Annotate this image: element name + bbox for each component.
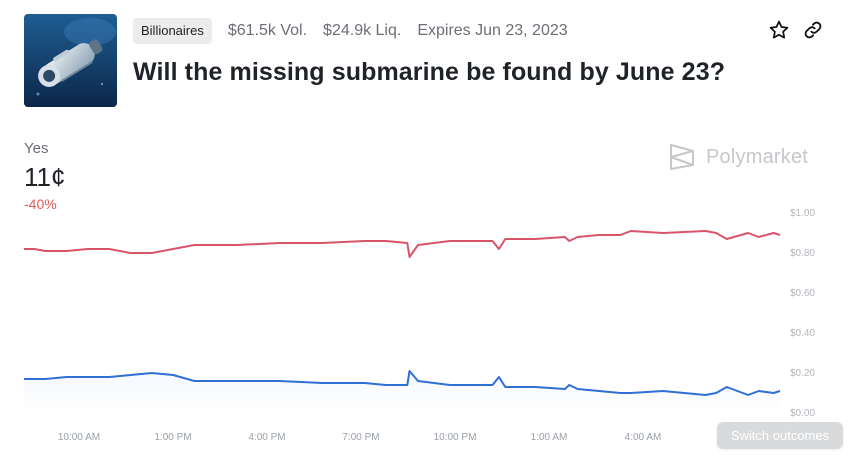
category-tag[interactable]: Billionaires bbox=[133, 18, 212, 44]
y-tick-label: $0.00 bbox=[790, 408, 815, 419]
series-line-bottom bbox=[24, 370, 781, 396]
y-tick-label: $0.20 bbox=[790, 368, 815, 379]
y-tick-label: $0.40 bbox=[790, 328, 815, 339]
brand-name: Polymarket bbox=[706, 145, 809, 168]
x-tick-label: 1:00 AM bbox=[531, 432, 568, 443]
x-tick-label: 4:00 PM bbox=[248, 432, 285, 443]
volume-stat: $61.5k Vol. bbox=[227, 22, 308, 39]
x-tick-label: 10:00 AM bbox=[58, 432, 100, 443]
polymarket-logo-icon bbox=[670, 144, 694, 170]
market-title: Will the missing submarine be found by J… bbox=[133, 58, 726, 86]
x-tick-label: 1:00 PM bbox=[154, 432, 191, 443]
y-tick-label: $0.60 bbox=[790, 288, 815, 299]
y-tick-label: $1.00 bbox=[790, 208, 815, 219]
market-thumbnail bbox=[24, 14, 117, 107]
x-axis: 10:00 AM 1:00 PM 4:00 PM 7:00 PM 10:00 PM 1:0… bbox=[58, 432, 755, 443]
switch-outcomes-button[interactable]: Switch outcomes bbox=[717, 422, 843, 449]
brand-watermark: Polymarket bbox=[668, 141, 808, 173]
outcome-price: 11¢ bbox=[24, 162, 66, 192]
y-tick-label: $0.80 bbox=[790, 248, 815, 259]
x-tick-label: 7:00 PM bbox=[342, 432, 379, 443]
expiry-date: Expires Jun 23, 2023 bbox=[417, 22, 568, 39]
series-line-top bbox=[24, 230, 781, 258]
submarine-image bbox=[24, 14, 117, 107]
y-axis: $0.00 $0.20 $0.40 $0.60 $0.80 $1.00 bbox=[790, 208, 815, 419]
price-change: -40% bbox=[24, 196, 57, 212]
chart-lines bbox=[24, 230, 781, 396]
link-icon bbox=[804, 21, 822, 39]
liquidity-stat: $24.9k Liq. bbox=[323, 22, 402, 39]
x-tick-label: 4:00 AM bbox=[625, 432, 662, 443]
favorite-button[interactable] bbox=[767, 18, 791, 42]
x-tick-label: 10:00 PM bbox=[434, 432, 477, 443]
star-icon bbox=[769, 20, 789, 39]
outcome-label: Yes bbox=[24, 140, 49, 157]
copy-link-button[interactable] bbox=[801, 18, 825, 42]
market-meta: Billionaires $61.5k Vol. $24.9k Liq. Exp… bbox=[133, 18, 568, 44]
